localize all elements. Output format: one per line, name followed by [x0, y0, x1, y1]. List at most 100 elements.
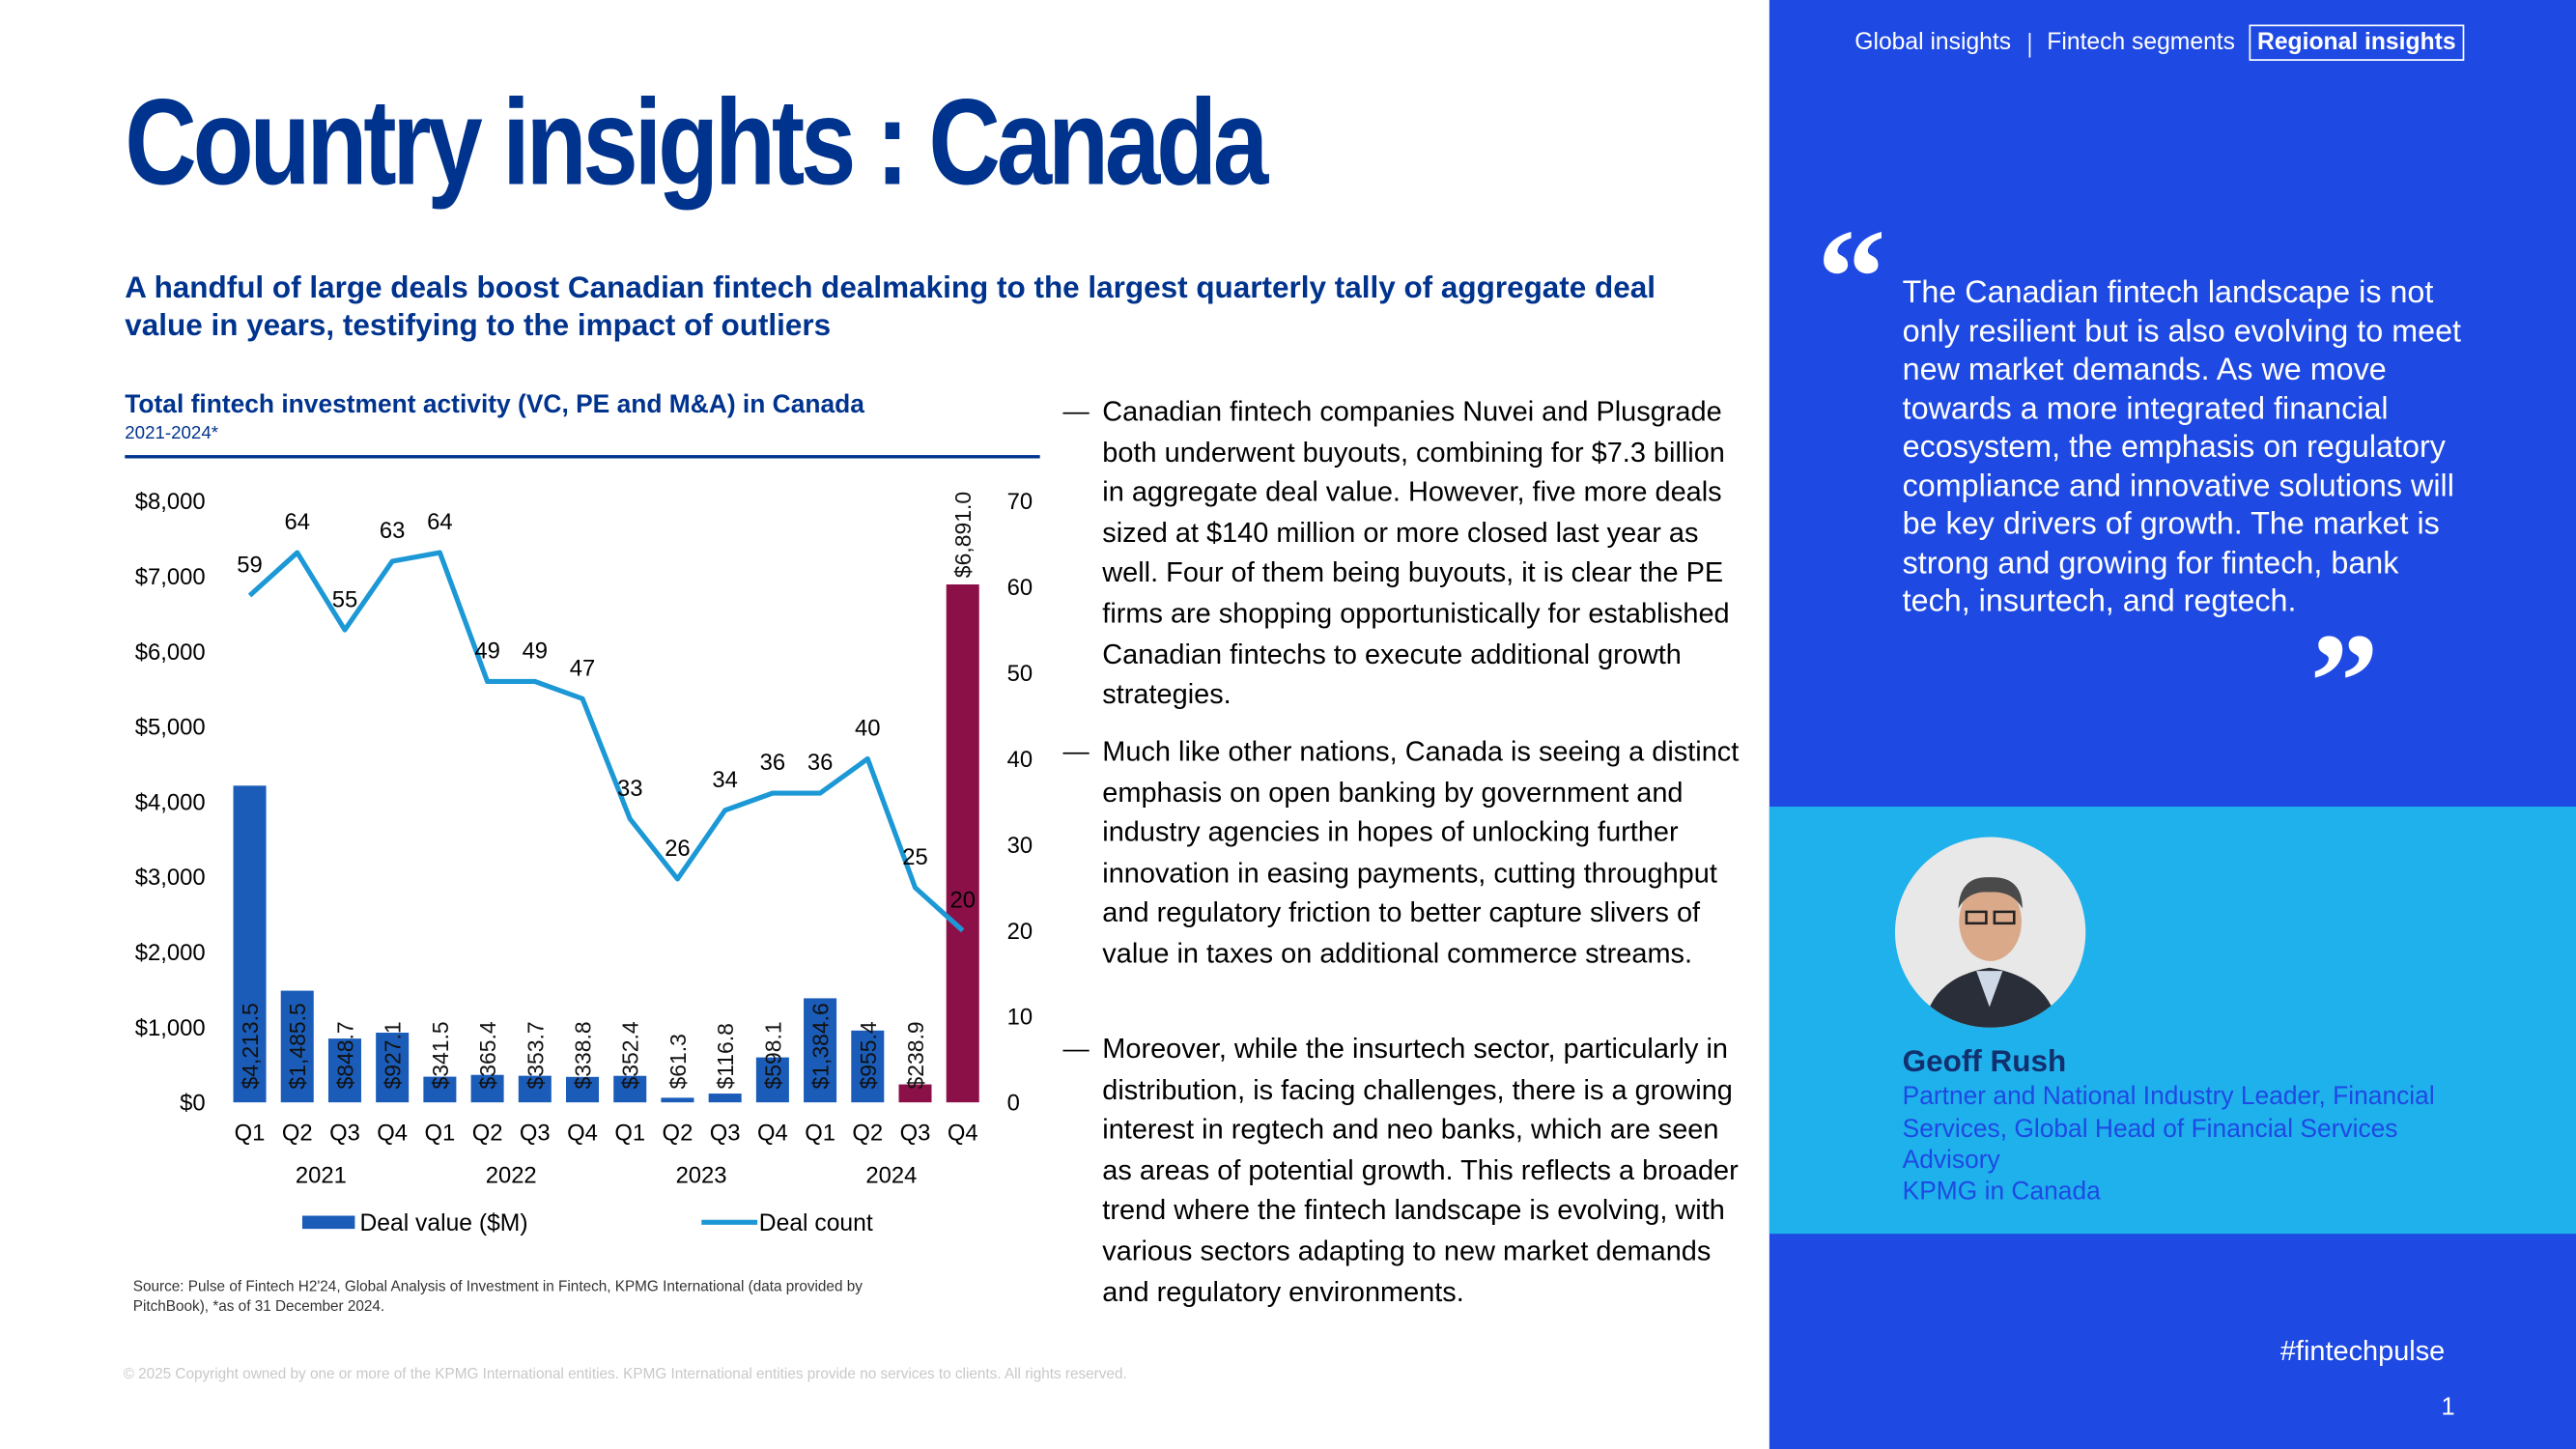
bullet-dash	[1062, 1049, 1090, 1052]
x-tick-label: Q3	[329, 1120, 360, 1146]
legend-swatch	[301, 1215, 355, 1230]
line-value-label: 55	[332, 586, 357, 612]
bullet-text: Much like other nations, Canada is seein…	[1102, 735, 1740, 970]
line-value-label: 20	[949, 888, 975, 914]
year-label: 2023	[676, 1162, 727, 1188]
person-name: Geoff Rush	[1902, 1042, 2067, 1078]
y-tick-label: $2,000	[135, 940, 206, 966]
x-tick-label: Q4	[757, 1120, 788, 1146]
nav-separator	[2028, 33, 2031, 58]
chart-subtitle: 2021-2024*	[125, 423, 219, 444]
bar	[518, 1075, 552, 1103]
bar-value-label: $4,213.5	[238, 1003, 263, 1089]
line-value-label: 36	[807, 750, 833, 776]
bar-value-label: $927.1	[381, 1021, 406, 1089]
nav-link[interactable]: Global insights	[1854, 29, 2012, 56]
bar-value-label: $1,384.6	[808, 1003, 834, 1089]
chart-rule	[125, 455, 1040, 459]
chart-title: Total fintech investment activity (VC, P…	[125, 390, 864, 419]
quote-text: The Canadian fintech landscape is not on…	[1902, 275, 2462, 620]
bar	[566, 1076, 600, 1103]
line-value-label: 36	[760, 750, 785, 776]
bar-value-label: $365.4	[475, 1021, 500, 1089]
y2-tick-label: 70	[1007, 489, 1033, 515]
x-tick-label: Q3	[900, 1120, 931, 1146]
year-label: 2021	[296, 1162, 347, 1188]
y2-tick-label: 30	[1007, 833, 1033, 859]
nav-link[interactable]: Fintech segments	[2047, 29, 2235, 56]
bar	[755, 1057, 789, 1103]
profile-photo	[1894, 837, 2086, 1028]
x-tick-label: Q2	[663, 1120, 694, 1146]
y-tick-label: $8,000	[135, 489, 206, 515]
x-tick-label: Q4	[567, 1120, 598, 1146]
person-company: KPMG in Canada	[1902, 1178, 2101, 1207]
y-tick-label: $0	[180, 1091, 205, 1117]
year-label: 2022	[486, 1162, 537, 1188]
line-value-label: 40	[855, 716, 880, 742]
hashtag: #fintechpulse	[2279, 1335, 2446, 1367]
x-tick-label: Q3	[520, 1120, 551, 1146]
bar	[327, 1038, 361, 1103]
bar	[376, 1033, 410, 1103]
source-note: Source: Pulse of Fintech H2'24, Global A…	[132, 1278, 863, 1315]
bar-value-label: $6,891.0	[950, 492, 976, 578]
bullet-text: Canadian fintech companies Nuvei and Plu…	[1102, 395, 1730, 710]
y-tick-label: $5,000	[135, 715, 206, 741]
copyright: © 2025 Copyright owned by one or more of…	[123, 1365, 1127, 1382]
bar	[851, 1030, 885, 1103]
bar	[804, 998, 837, 1103]
bar-value-label: $598.1	[760, 1021, 785, 1089]
x-tick-label: Q2	[472, 1120, 503, 1146]
x-tick-label: Q1	[805, 1120, 835, 1146]
x-tick-label: Q2	[282, 1120, 313, 1146]
line-value-label: 26	[665, 836, 690, 862]
legend-label: Deal value ($M)	[359, 1210, 527, 1236]
bar	[280, 990, 314, 1103]
line	[247, 550, 965, 933]
y2-tick-label: 60	[1007, 575, 1033, 601]
y2-tick-label: 50	[1007, 661, 1033, 687]
quote-open: “	[1817, 202, 1886, 355]
bar	[898, 1084, 932, 1103]
line-value-label: 33	[617, 776, 642, 802]
line-value-label: 59	[237, 553, 262, 579]
x-tick-label: Q1	[425, 1120, 456, 1146]
year-label: 2024	[865, 1162, 917, 1188]
bar	[613, 1075, 647, 1103]
page-title: Country insights : Canada	[125, 73, 1268, 211]
bar-value-label: $352.4	[618, 1021, 643, 1089]
y2-tick-label: 0	[1007, 1091, 1020, 1117]
bullet-dash	[1062, 752, 1090, 754]
x-tick-label: Q4	[948, 1120, 978, 1146]
bar	[708, 1094, 742, 1103]
bar	[233, 785, 267, 1103]
page-subtitle: A handful of large deals boost Canadian …	[125, 269, 1656, 342]
nav-link-active[interactable]: Regional insights	[2249, 24, 2465, 61]
line-value-label: 64	[427, 509, 452, 535]
bar-value-label: $61.3	[665, 1034, 691, 1089]
y2-tick-label: 20	[1007, 919, 1033, 945]
line-value-label: 49	[523, 639, 548, 665]
y2-tick-label: 10	[1007, 1005, 1033, 1031]
bar	[470, 1074, 504, 1103]
y-tick-label: $6,000	[135, 639, 206, 666]
y2-tick-label: 40	[1007, 747, 1033, 773]
y-tick-label: $3,000	[135, 865, 206, 891]
bar-value-label: $341.5	[428, 1021, 453, 1089]
bar-value-label: $353.7	[523, 1021, 548, 1089]
bullet-dash	[1062, 412, 1090, 414]
bar	[423, 1076, 457, 1103]
legend-label: Deal count	[759, 1210, 873, 1236]
x-tick-label: Q1	[614, 1120, 645, 1146]
bar-value-label: $848.7	[332, 1021, 357, 1089]
line-value-label: 49	[474, 639, 499, 665]
bar-value-label: $955.4	[856, 1021, 881, 1089]
bar-value-label: $1,485.5	[285, 1003, 310, 1089]
x-tick-label: Q3	[710, 1120, 741, 1146]
profile-band	[1769, 807, 2576, 1235]
quote-close: ”	[2309, 606, 2379, 759]
line-value-label: 63	[380, 518, 405, 544]
person-role: Partner and National Industry Leader, Fi…	[1902, 1082, 2435, 1175]
